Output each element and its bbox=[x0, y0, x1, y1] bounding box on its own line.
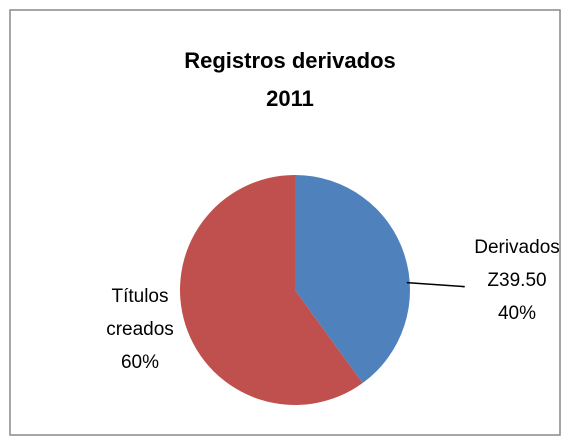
leader-line bbox=[406, 281, 465, 288]
value-label: 60% bbox=[121, 352, 159, 373]
pie-slice bbox=[179, 175, 363, 406]
chart-title: Registros derivados 2011 bbox=[184, 48, 396, 111]
pie-slice bbox=[295, 175, 410, 384]
value-label: 40% bbox=[498, 303, 536, 324]
slice-label: Derivados Z39.50 bbox=[474, 237, 560, 291]
slice-label: Títulos creados bbox=[106, 286, 174, 340]
